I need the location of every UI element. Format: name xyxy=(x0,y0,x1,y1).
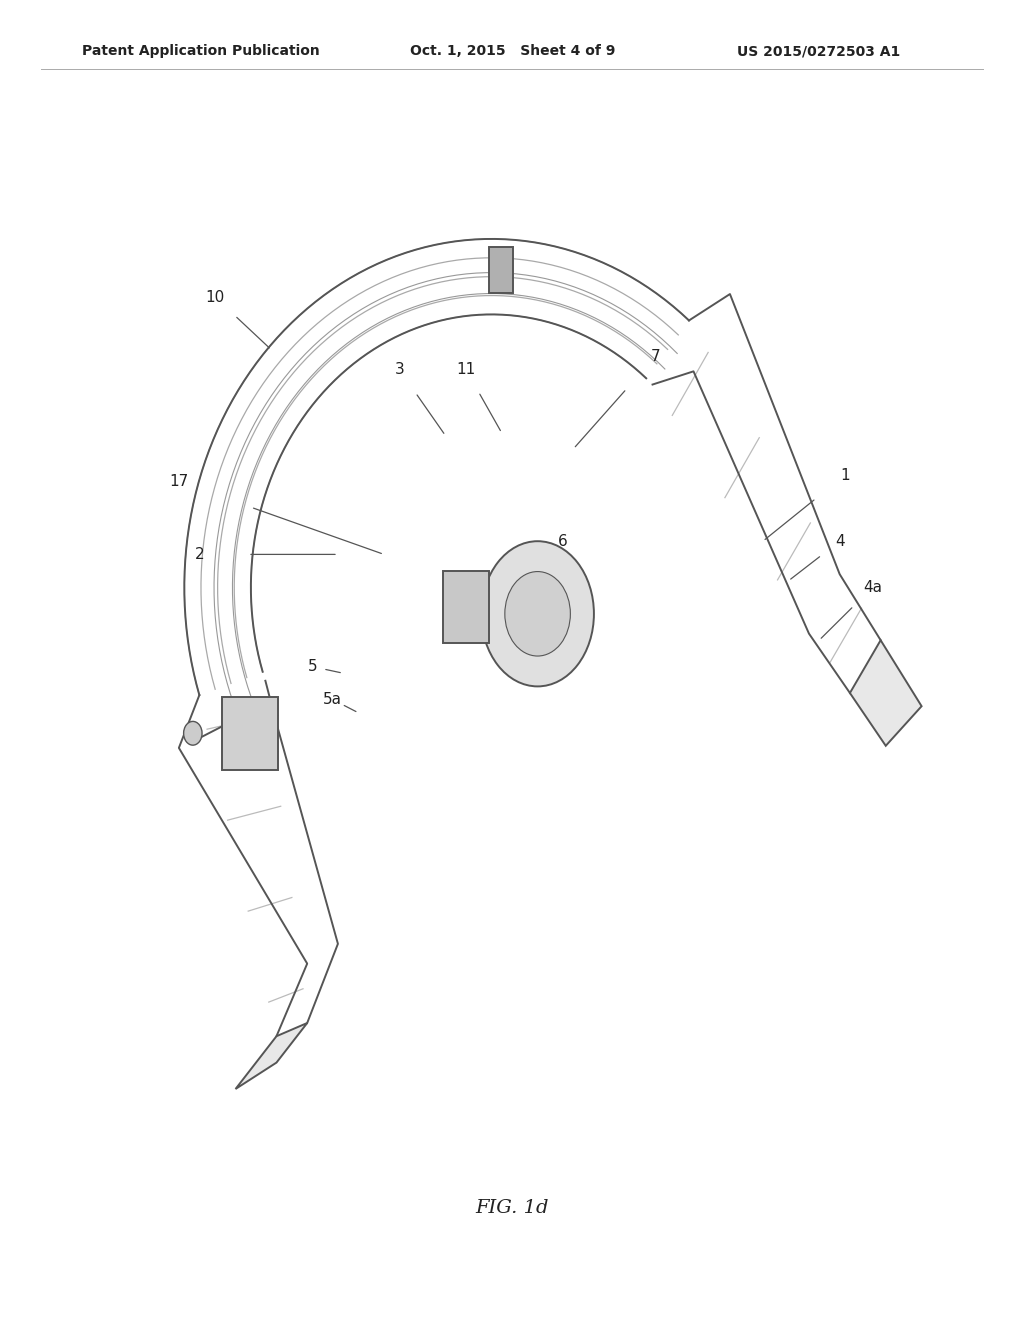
Bar xyxy=(488,247,513,293)
Text: 7: 7 xyxy=(650,348,660,364)
Text: 2: 2 xyxy=(195,546,205,562)
Text: FIG. 1d: FIG. 1d xyxy=(475,1199,549,1217)
Circle shape xyxy=(505,572,570,656)
Text: 1: 1 xyxy=(840,467,850,483)
Bar xyxy=(221,697,278,770)
Text: 5a: 5a xyxy=(324,692,342,708)
Text: Patent Application Publication: Patent Application Publication xyxy=(82,45,319,58)
Polygon shape xyxy=(236,1023,307,1089)
Text: 10: 10 xyxy=(206,289,224,305)
Text: Oct. 1, 2015   Sheet 4 of 9: Oct. 1, 2015 Sheet 4 of 9 xyxy=(410,45,615,58)
Text: US 2015/0272503 A1: US 2015/0272503 A1 xyxy=(737,45,900,58)
Text: 17: 17 xyxy=(170,474,188,490)
Polygon shape xyxy=(850,640,922,746)
Circle shape xyxy=(481,541,594,686)
Text: 3: 3 xyxy=(394,362,404,378)
Text: 5: 5 xyxy=(307,659,317,675)
Bar xyxy=(442,570,489,643)
Text: 6: 6 xyxy=(558,533,568,549)
Text: 4: 4 xyxy=(835,533,845,549)
Circle shape xyxy=(183,722,202,746)
Text: 11: 11 xyxy=(457,362,475,378)
Text: 4a: 4a xyxy=(863,579,882,595)
